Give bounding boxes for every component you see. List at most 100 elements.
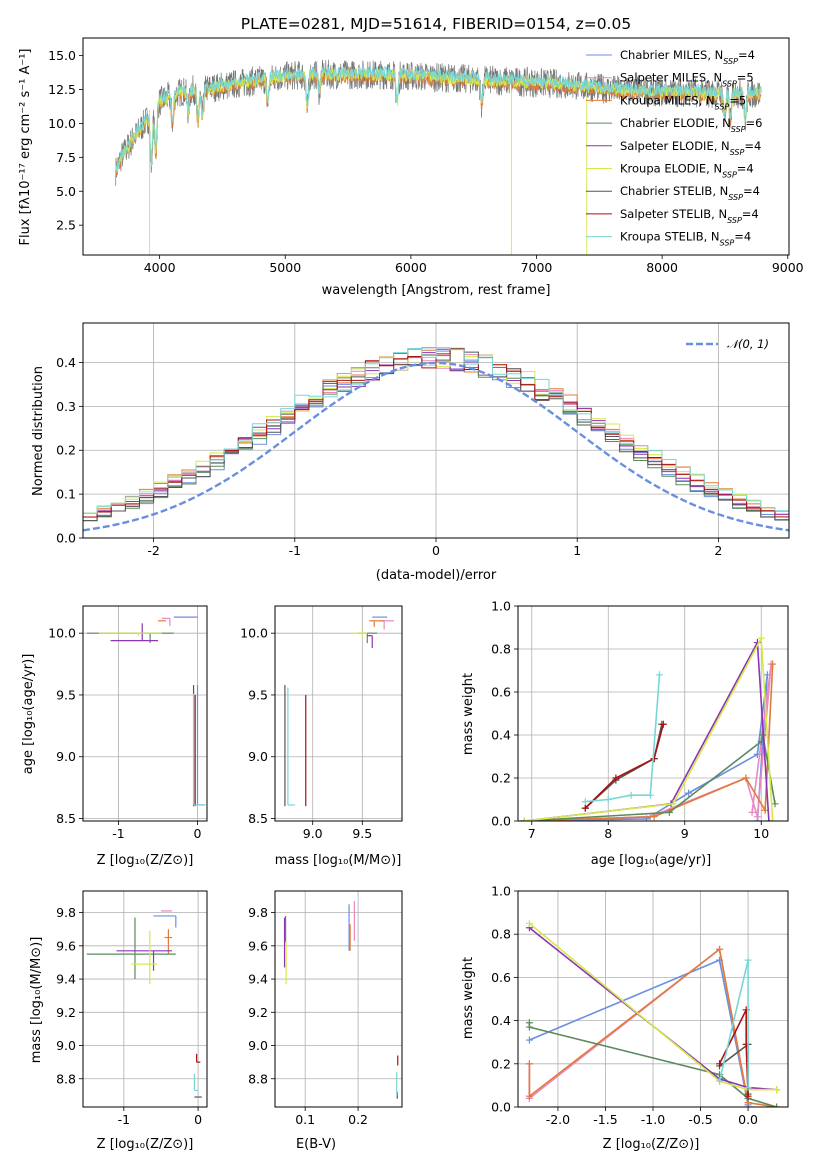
y-tick-label: 0.4 (56, 355, 76, 370)
axes-frame (82, 322, 790, 539)
massweight-point (716, 1077, 724, 1085)
spectrum-gap-lines (149, 82, 588, 255)
y-tick-label: 0.0 (491, 1100, 511, 1115)
axes-frame (274, 890, 403, 1108)
x-tick-label: 0 (194, 826, 202, 841)
y-tick-label: 9.2 (56, 1005, 76, 1020)
y-tick-label: 0.8 (491, 927, 511, 942)
massweight-point (769, 817, 777, 821)
x-tick-label: 2 (714, 543, 722, 558)
massweight-point (525, 1036, 533, 1044)
y-tick-label: 5.0 (56, 184, 76, 199)
plot-area (83, 347, 789, 532)
y-tick-label: 8.8 (56, 1071, 76, 1086)
y-tick-label: 9.8 (248, 905, 268, 920)
age-vs-Z-ylabel: age [log₁₀(age/yr)] (21, 654, 36, 775)
massweight-point (769, 660, 777, 668)
massweight-point (744, 956, 752, 964)
ticks: -1 0 8.5 9.0 9.5 10.0 (48, 626, 201, 841)
residual-histogram-8 (83, 347, 789, 514)
y-tick-label: 9.2 (248, 1005, 268, 1020)
massweight-point (612, 774, 620, 782)
y-tick-label: 9.8 (56, 905, 76, 920)
y-tick-label: 12.5 (48, 82, 76, 97)
massweight-vs-age-xlabel: age [log₁₀(age/yr)] (591, 853, 712, 868)
y-tick-label: 9.5 (56, 687, 76, 702)
y-tick-label: 9.4 (248, 972, 268, 987)
residuals-xlabel: (data-model)/error (376, 568, 497, 583)
x-tick-label: 0.1 (295, 1112, 315, 1127)
y-tick-label: 0.0 (56, 531, 76, 546)
y-tick-label: 0.0 (491, 814, 511, 829)
y-tick-label: 15.0 (48, 48, 76, 63)
ticks: 9.0 9.5 8.5 9.0 9.5 10.0 (240, 626, 372, 841)
y-tick-label: 9.0 (248, 1038, 268, 1053)
massweight-series-5 (528, 922, 777, 1091)
y-tick-label: 1.0 (491, 884, 511, 899)
plot-area (283, 900, 399, 1099)
mass-vs-Z-ylabel: mass [log₁₀(M/M⊙)] (29, 937, 44, 1064)
gridlines (83, 891, 207, 1107)
x-tick-label: 0.2 (348, 1112, 368, 1127)
massweight-point (659, 720, 667, 728)
figure-title: PLATE=0281, MJD=51614, FIBERID=0154, z=0… (241, 15, 631, 33)
x-tick-label: -0.5 (688, 1112, 712, 1127)
y-tick-label: 8.8 (248, 1071, 268, 1086)
axes-frame (517, 605, 789, 822)
massweight-series-5 (524, 635, 774, 821)
x-tick-label: 4000 (144, 260, 176, 275)
y-tick-label: 2.5 (56, 218, 76, 233)
y-tick-label: 9.6 (248, 938, 268, 953)
massweight-point (627, 791, 635, 799)
massweight-point (761, 806, 769, 814)
ticks: -1 0 8.8 9.0 9.2 9.4 9.6 9.8 (56, 905, 202, 1127)
x-tick-label: 5000 (269, 260, 301, 275)
massweight-point (646, 791, 654, 799)
y-tick-label: 0.8 (491, 642, 511, 657)
axes-frame (517, 890, 789, 1108)
x-tick-label: -1.5 (593, 1112, 617, 1127)
y-tick-label: 0.6 (491, 970, 511, 985)
axes-frame (274, 605, 403, 822)
plot-area (284, 616, 395, 807)
x-tick-label: 10 (753, 826, 769, 841)
ticks: -2.0 -1.5 -1.0 -0.5 0.0 0.0 0.2 0.4 0.6 0.8 1.0 (491, 884, 758, 1128)
y-tick-label: 0.2 (56, 443, 76, 458)
x-tick-label: -1.0 (641, 1112, 665, 1127)
massweight-point (525, 1023, 533, 1031)
legend-label-6: Chabrier STELIB, NSSP=4 (620, 184, 760, 202)
y-tick-label: 9.4 (56, 972, 76, 987)
x-tick-label: 9.0 (303, 826, 323, 841)
plot-area (86, 910, 202, 1098)
axes-frame (82, 890, 208, 1108)
age-vs-Z-xlabel: Z [log₁₀(Z/Z⊙)] (97, 853, 194, 868)
massweight-point (765, 817, 773, 821)
massweight-point (771, 800, 779, 808)
massweight-point (748, 808, 756, 816)
x-tick-label: 1 (573, 543, 581, 558)
ticks: 4000 5000 6000 7000 8000 9000 2.5 5.0 7.5 10.0 12.… (48, 48, 804, 275)
spectrum-legend: Chabrier MILES, NSSP=4 Salpeter MILES, NS… (586, 48, 762, 247)
age-vs-mass-xlabel: mass [log₁₀(M/M⊙)] (275, 853, 402, 868)
massweight-point (773, 1086, 781, 1094)
massweight-point (525, 919, 533, 927)
legend-label-3: Chabrier ELODIE, NSSP=6 (620, 116, 762, 134)
y-tick-label: 9.6 (56, 938, 76, 953)
massweight-series-8 (585, 674, 661, 803)
model-spectrum-line-8 (115, 65, 762, 173)
massweight-point (525, 1060, 533, 1068)
y-tick-label: 9.0 (56, 1038, 76, 1053)
x-tick-label: -1 (289, 543, 301, 558)
y-tick-label: 8.5 (248, 811, 268, 826)
mass-vs-Z-xlabel: Z [log₁₀(Z/Z⊙)] (97, 1137, 194, 1152)
y-tick-label: 10.0 (48, 626, 76, 641)
y-tick-label: 8.5 (56, 811, 76, 826)
x-tick-label: -1 (118, 1112, 130, 1127)
y-tick-label: 9.5 (248, 687, 268, 702)
ticks: -2 -1 0 1 2 0.0 0.1 0.2 0.3 0.4 (56, 355, 722, 558)
massweight-point (650, 755, 658, 763)
spectrum-xlabel: wavelength [Angstrom, rest frame] (322, 283, 551, 298)
massweight-vs-age-ylabel: mass weight (461, 673, 476, 755)
massweight-point (665, 808, 673, 816)
